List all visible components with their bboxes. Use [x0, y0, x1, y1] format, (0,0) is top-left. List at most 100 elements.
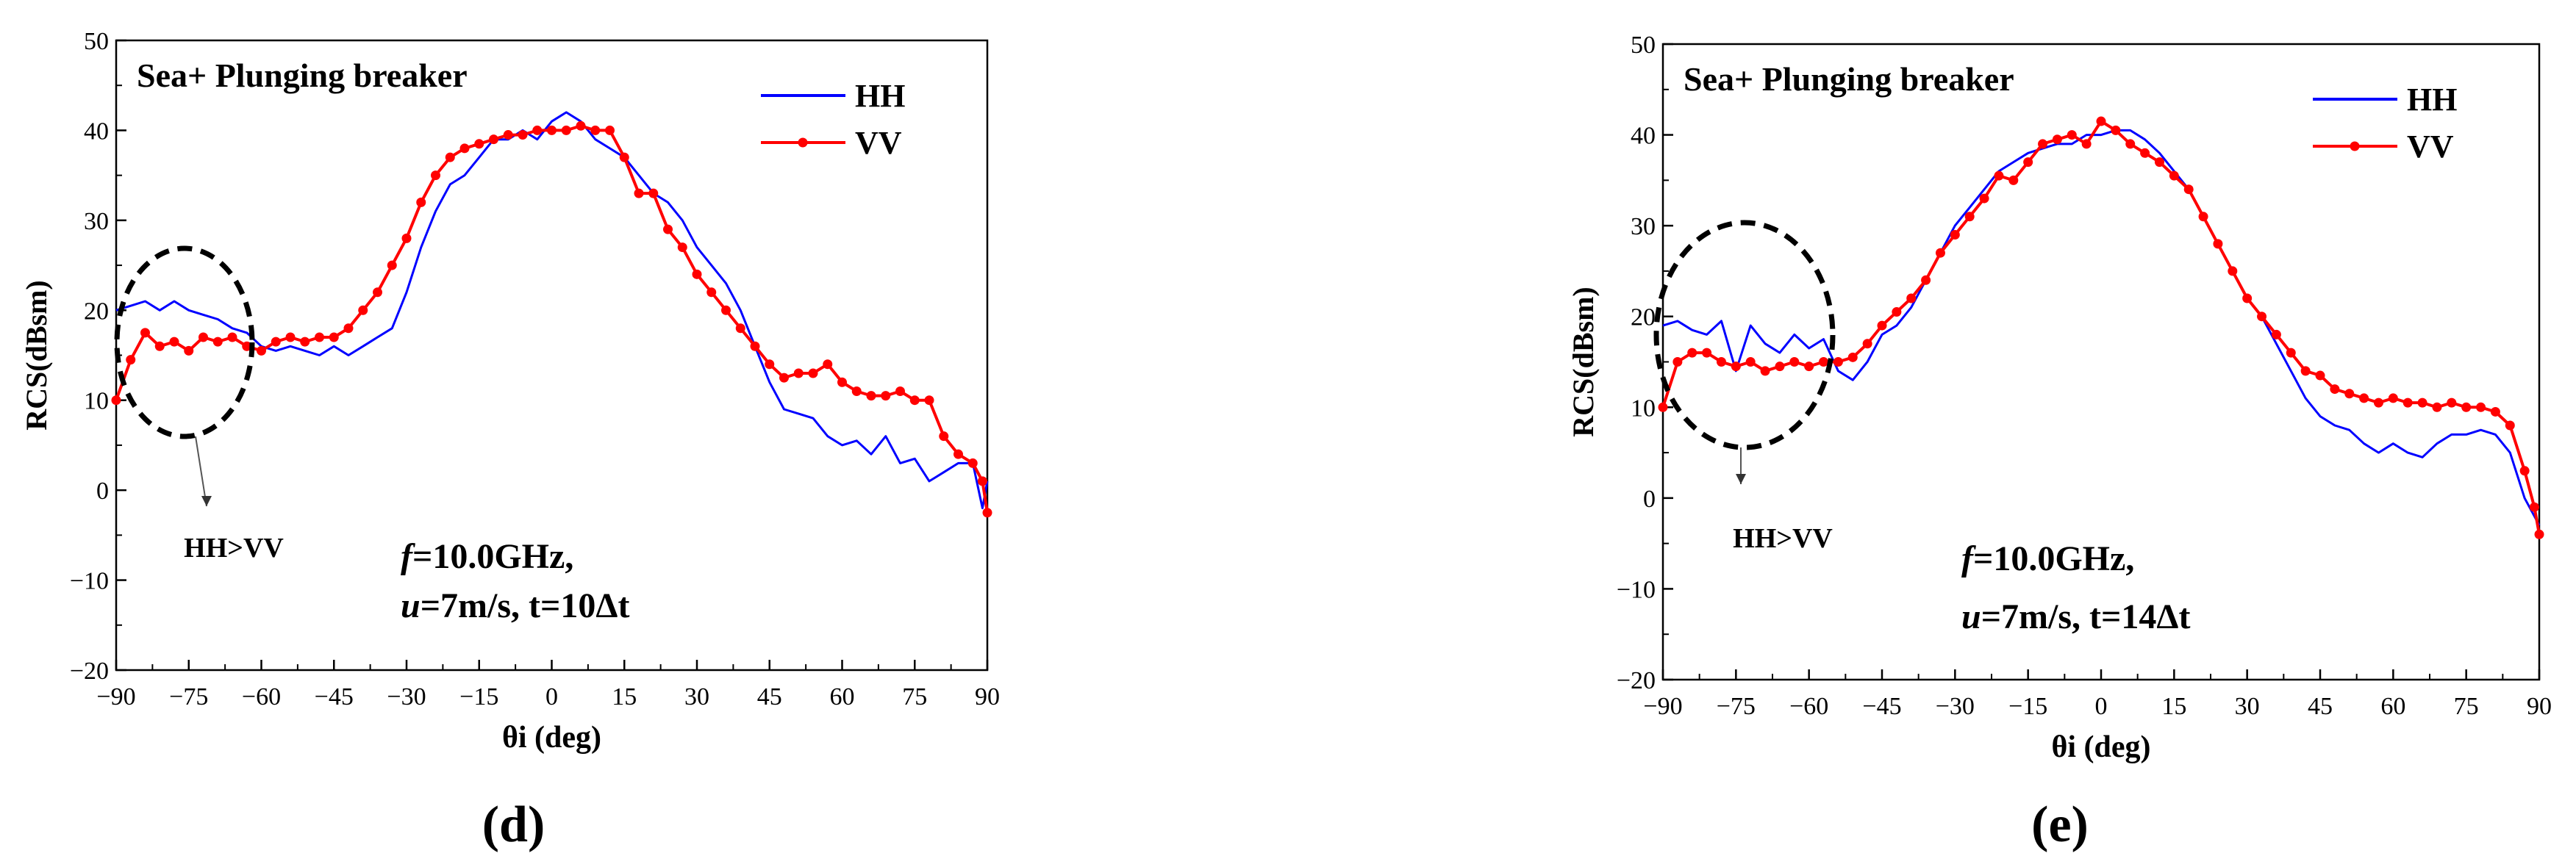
x-tick-label: 45: [757, 683, 782, 710]
data-point-vv: [1745, 357, 1756, 367]
data-point-vv: [765, 359, 775, 370]
x-tick-label: 60: [830, 683, 855, 710]
chart-panel-0: −20 −10 0 10 20 30 40 50 −90 −75 −60 −45 −30 −15 0 15 30…: [20, 28, 1000, 853]
data-point-vv: [1892, 307, 1902, 317]
data-point-vv: [677, 242, 687, 253]
data-point-vv: [2447, 397, 2457, 408]
x-tick-label: 60: [2380, 693, 2405, 720]
arrow-head-icon: [1736, 474, 1746, 484]
x-tick-label: 30: [2235, 693, 2260, 720]
data-point-vv: [2300, 366, 2311, 376]
data-point-vv: [547, 125, 557, 135]
x-tick-label: 75: [902, 683, 927, 710]
y-tick-label: −10: [1617, 576, 1656, 603]
data-point-vv: [793, 368, 804, 378]
x-tick-label: −15: [2008, 693, 2047, 720]
x-tick-label: −75: [1717, 693, 1756, 720]
ellipse-note: HH>VV: [184, 533, 284, 564]
x-axis-label: θi (deg): [502, 721, 601, 755]
chart-title: Sea+ Plunging breaker: [137, 57, 468, 94]
data-point-vv: [1847, 352, 1858, 362]
data-point-vv: [1921, 275, 1931, 285]
data-point-vv: [2344, 389, 2355, 399]
x-tick-label: 0: [2095, 693, 2108, 720]
y-tick-label: 50: [84, 28, 109, 55]
data-point-vv: [837, 377, 847, 387]
x-tick-label: 90: [975, 683, 1000, 710]
data-point-vv: [329, 332, 339, 342]
x-tick-label: −90: [96, 683, 135, 710]
data-point-vv: [387, 260, 397, 270]
x-tick-label: 30: [684, 683, 709, 710]
data-point-vv: [198, 332, 208, 342]
annotation-frequency-symbol: f: [401, 537, 415, 576]
x-tick-label: −75: [169, 683, 208, 710]
data-point-vv: [648, 188, 659, 198]
y-tick-label: 0: [1643, 486, 1656, 513]
highlight-ellipse: [114, 245, 255, 439]
legend-marker-vv: [2350, 141, 2360, 151]
data-point-vv: [257, 345, 266, 356]
annotation-frequency: f=10.0GHz,: [1961, 539, 2134, 578]
y-tick-label: 20: [84, 298, 109, 325]
data-point-vv: [227, 332, 237, 342]
annotation-frequency-value: =10.0GHz,: [412, 537, 573, 576]
data-point-vv: [808, 368, 818, 378]
data-point-vv: [881, 391, 891, 401]
data-point-vv: [1687, 348, 1697, 358]
data-point-vv: [459, 143, 470, 154]
data-point-vv: [982, 508, 992, 518]
data-point-vv: [315, 332, 324, 342]
data-point-vv: [1672, 357, 1683, 367]
annotation-frequency-value: =10.0GHz,: [1973, 539, 2134, 578]
data-point-vv: [2052, 134, 2062, 145]
legend-label-vv: VV: [855, 125, 902, 161]
chart-panel-1: −20 −10 0 10 20 30 40 50 −90 −75 −60 −45 −30 −15 0 15 30…: [1567, 32, 2552, 853]
data-point-vv: [2023, 157, 2033, 168]
data-point-vv: [576, 120, 586, 131]
data-point-vv: [111, 395, 121, 406]
legend-label-hh: HH: [2407, 82, 2457, 118]
x-tick-label: −90: [1643, 693, 1682, 720]
x-tick-label: −45: [315, 683, 354, 710]
data-point-vv: [2067, 130, 2077, 140]
data-point-vv: [2213, 239, 2223, 249]
data-point-vv: [924, 395, 934, 406]
y-tick-label: 10: [84, 388, 109, 415]
annotation-wind-symbol: u: [1961, 597, 1981, 636]
arrow-head-icon: [201, 496, 212, 506]
panel-label: (e): [2031, 796, 2089, 853]
data-point-vv: [2315, 370, 2325, 381]
data-point-vv: [358, 305, 368, 315]
x-tick-label: 45: [2308, 693, 2333, 720]
series-line-vv: [1661, 120, 2541, 535]
data-point-vv: [300, 337, 310, 347]
data-point-vv: [954, 449, 963, 459]
data-point-vv: [2081, 139, 2092, 149]
data-point-vv: [1731, 361, 1741, 372]
data-point-vv: [242, 341, 252, 351]
y-tick-label: −20: [1617, 667, 1656, 694]
data-point-vv: [1877, 320, 1887, 331]
data-point-vv: [634, 188, 644, 198]
data-point-vv: [779, 373, 789, 383]
data-point-vv: [343, 323, 354, 334]
data-point-vv: [184, 345, 194, 356]
data-point-vv: [605, 125, 615, 135]
annotation-frequency: f=10.0GHz,: [401, 537, 573, 576]
data-point-vv: [2432, 402, 2442, 412]
x-tick-label: −60: [1789, 693, 1828, 720]
x-axis-label: θi (deg): [2051, 730, 2150, 764]
data-point-vv: [619, 152, 629, 162]
y-tick-label: 40: [1631, 123, 1656, 150]
data-point-vv: [1775, 361, 1785, 372]
data-point-vv: [2198, 212, 2208, 222]
data-point-vv: [2271, 329, 2281, 339]
data-point-vv: [1789, 357, 1800, 367]
data-point-vv: [489, 134, 498, 145]
data-point-vv: [2286, 348, 2296, 358]
legend: HH VV: [2313, 82, 2457, 165]
data-point-vv: [373, 287, 382, 298]
y-tick-label: 10: [1631, 395, 1656, 422]
annotation-frequency-symbol: f: [1961, 539, 1976, 578]
